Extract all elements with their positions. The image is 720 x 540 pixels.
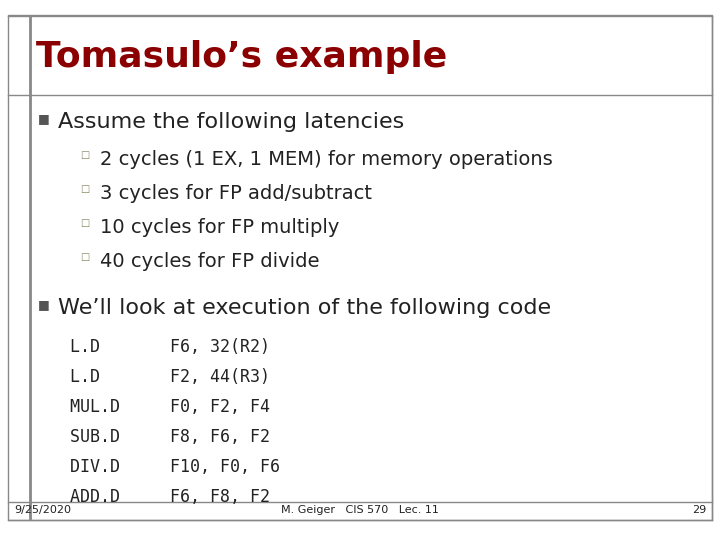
- Text: ADD.D     F6, F8, F2: ADD.D F6, F8, F2: [70, 488, 270, 506]
- Text: L.D       F2, 44(R3): L.D F2, 44(R3): [70, 368, 270, 386]
- Text: M. Geiger   CIS 570   Lec. 11: M. Geiger CIS 570 Lec. 11: [281, 505, 439, 515]
- Text: 2 cycles (1 EX, 1 MEM) for memory operations: 2 cycles (1 EX, 1 MEM) for memory operat…: [100, 150, 553, 169]
- Text: Assume the following latencies: Assume the following latencies: [58, 112, 404, 132]
- Text: 40 cycles for FP divide: 40 cycles for FP divide: [100, 252, 320, 271]
- Text: L.D       F6, 32(R2): L.D F6, 32(R2): [70, 338, 270, 356]
- Text: □: □: [80, 150, 89, 160]
- Text: □: □: [80, 252, 89, 262]
- Text: 3 cycles for FP add/subtract: 3 cycles for FP add/subtract: [100, 184, 372, 203]
- Text: Tomasulo’s example: Tomasulo’s example: [36, 40, 447, 74]
- Text: ■: ■: [38, 112, 50, 125]
- Text: 29: 29: [692, 505, 706, 515]
- Text: We’ll look at execution of the following code: We’ll look at execution of the following…: [58, 298, 551, 318]
- Text: MUL.D     F0, F2, F4: MUL.D F0, F2, F4: [70, 398, 270, 416]
- Text: □: □: [80, 218, 89, 228]
- Text: SUB.D     F8, F6, F2: SUB.D F8, F6, F2: [70, 428, 270, 446]
- Text: 10 cycles for FP multiply: 10 cycles for FP multiply: [100, 218, 339, 237]
- Text: □: □: [80, 184, 89, 194]
- Text: ■: ■: [38, 298, 50, 311]
- Text: DIV.D     F10, F0, F6: DIV.D F10, F0, F6: [70, 458, 280, 476]
- Text: 9/25/2020: 9/25/2020: [14, 505, 71, 515]
